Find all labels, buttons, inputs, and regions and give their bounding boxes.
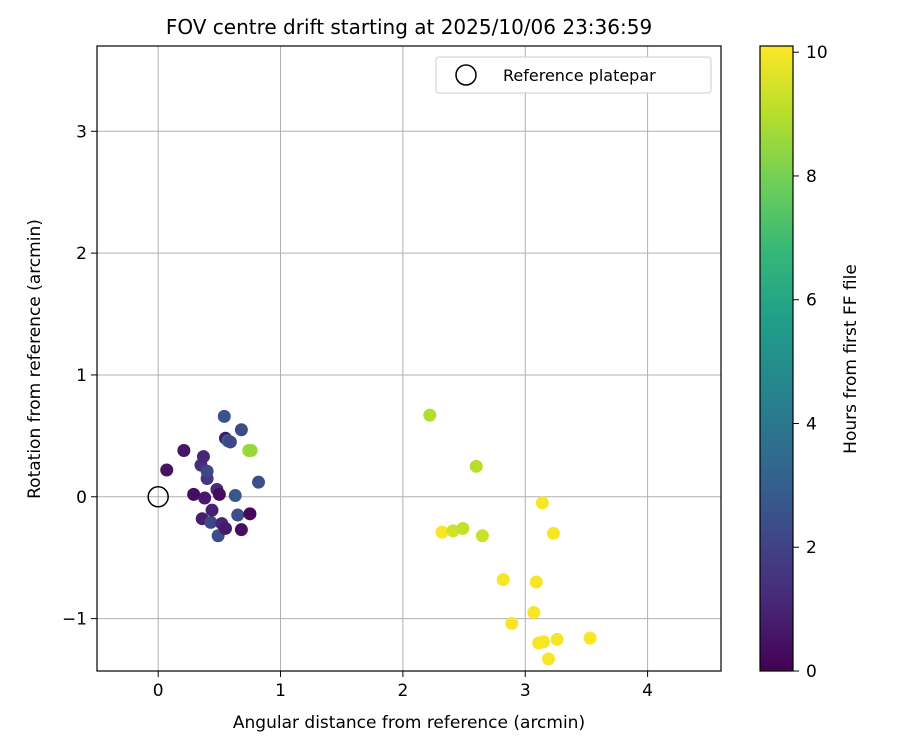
colorbar <box>759 45 794 672</box>
data-point <box>435 525 449 539</box>
x-tick-label: 1 <box>275 681 286 701</box>
data-point <box>231 508 245 522</box>
data-point <box>475 529 489 543</box>
data-point <box>205 503 219 517</box>
colorbar-tick-label: 6 <box>806 291 817 311</box>
colorbar-tick-label: 8 <box>806 167 817 187</box>
data-point <box>198 491 212 505</box>
colorbar-ticks: 0 2 4 6 8 10 <box>793 43 828 682</box>
colorbar-label: Hours from first FF file <box>841 264 861 454</box>
plot-frame <box>96 45 722 672</box>
grid <box>97 46 721 671</box>
data-point <box>234 423 248 437</box>
data-point <box>177 443 191 457</box>
y-tick-label: 0 <box>76 488 87 508</box>
data-point <box>469 459 483 473</box>
legend: Reference platepar <box>435 56 712 94</box>
colorbar-tick-label: 10 <box>806 43 828 63</box>
data-point <box>252 475 266 489</box>
data-point <box>196 450 210 464</box>
data-point <box>541 652 555 666</box>
legend-marker-reference <box>455 64 477 86</box>
data-point <box>446 524 460 538</box>
x-tick-label: 3 <box>520 681 531 701</box>
data-point <box>583 631 597 645</box>
y-tick-label: 1 <box>76 366 87 386</box>
y-tick-label: 3 <box>76 122 87 142</box>
x-tick-label: 2 <box>397 681 408 701</box>
data-point <box>160 463 174 477</box>
data-point <box>234 523 248 537</box>
scatter-points <box>160 408 597 666</box>
legend-box <box>435 56 712 94</box>
data-point <box>223 435 237 449</box>
y-tick-label: 2 <box>76 244 87 264</box>
y-axis-ticks: −1 0 1 2 3 <box>62 122 97 630</box>
data-point <box>529 575 543 589</box>
colorbar-tick-label: 4 <box>806 414 817 434</box>
data-point <box>537 635 551 649</box>
y-tick-label: −1 <box>62 610 87 630</box>
data-point <box>243 507 257 521</box>
colorbar-tick-label: 0 <box>806 662 817 682</box>
data-point <box>535 496 549 510</box>
data-point <box>212 487 226 501</box>
x-tick-label: 4 <box>642 681 653 701</box>
chart-title: FOV centre drift starting at 2025/10/06 … <box>166 15 652 39</box>
data-point <box>505 616 519 630</box>
data-point <box>546 526 560 540</box>
y-axis-label: Rotation from reference (arcmin) <box>25 219 45 499</box>
data-point <box>527 606 541 620</box>
data-point <box>204 515 218 529</box>
x-axis-label: Angular distance from reference (arcmin) <box>233 713 585 733</box>
data-point <box>456 521 470 535</box>
data-point <box>200 464 214 478</box>
colorbar-tick-label: 2 <box>806 538 817 558</box>
data-point <box>217 409 231 423</box>
data-point <box>496 573 510 587</box>
data-point <box>187 487 201 501</box>
x-tick-label: 0 <box>153 681 164 701</box>
data-point <box>550 632 564 646</box>
data-point <box>244 443 258 457</box>
legend-label-reference: Reference platepar <box>503 66 656 85</box>
data-point <box>423 408 437 422</box>
data-point <box>218 521 232 535</box>
data-point <box>228 489 242 503</box>
reference-platepar-marker <box>147 486 169 508</box>
x-axis-ticks: 0 1 2 3 4 <box>153 671 653 701</box>
